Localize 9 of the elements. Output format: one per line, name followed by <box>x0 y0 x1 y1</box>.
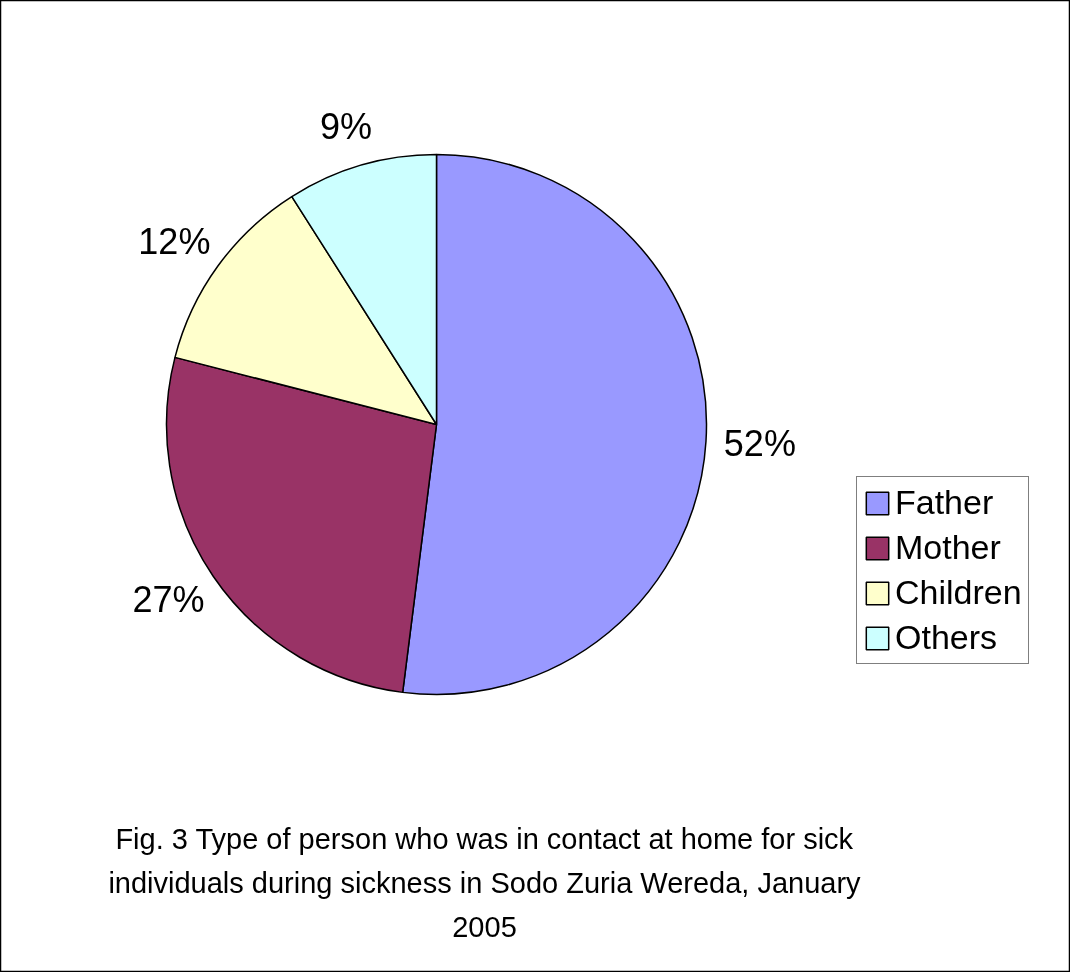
data-label: 9% <box>320 105 373 147</box>
data-label: 52% <box>723 423 796 465</box>
legend-label: Father <box>895 483 994 522</box>
caption: Fig. 3 Type of person who was in contact at home for sick individuals during sickness in Sodo Zuria Wereda, January 2005 <box>108 822 862 943</box>
data-label: 12% <box>138 221 211 263</box>
data-label: 27% <box>132 578 205 620</box>
legend-label: Others <box>895 618 998 657</box>
legend-label: Mother <box>895 528 1001 567</box>
legend-label: Children <box>895 573 1022 612</box>
